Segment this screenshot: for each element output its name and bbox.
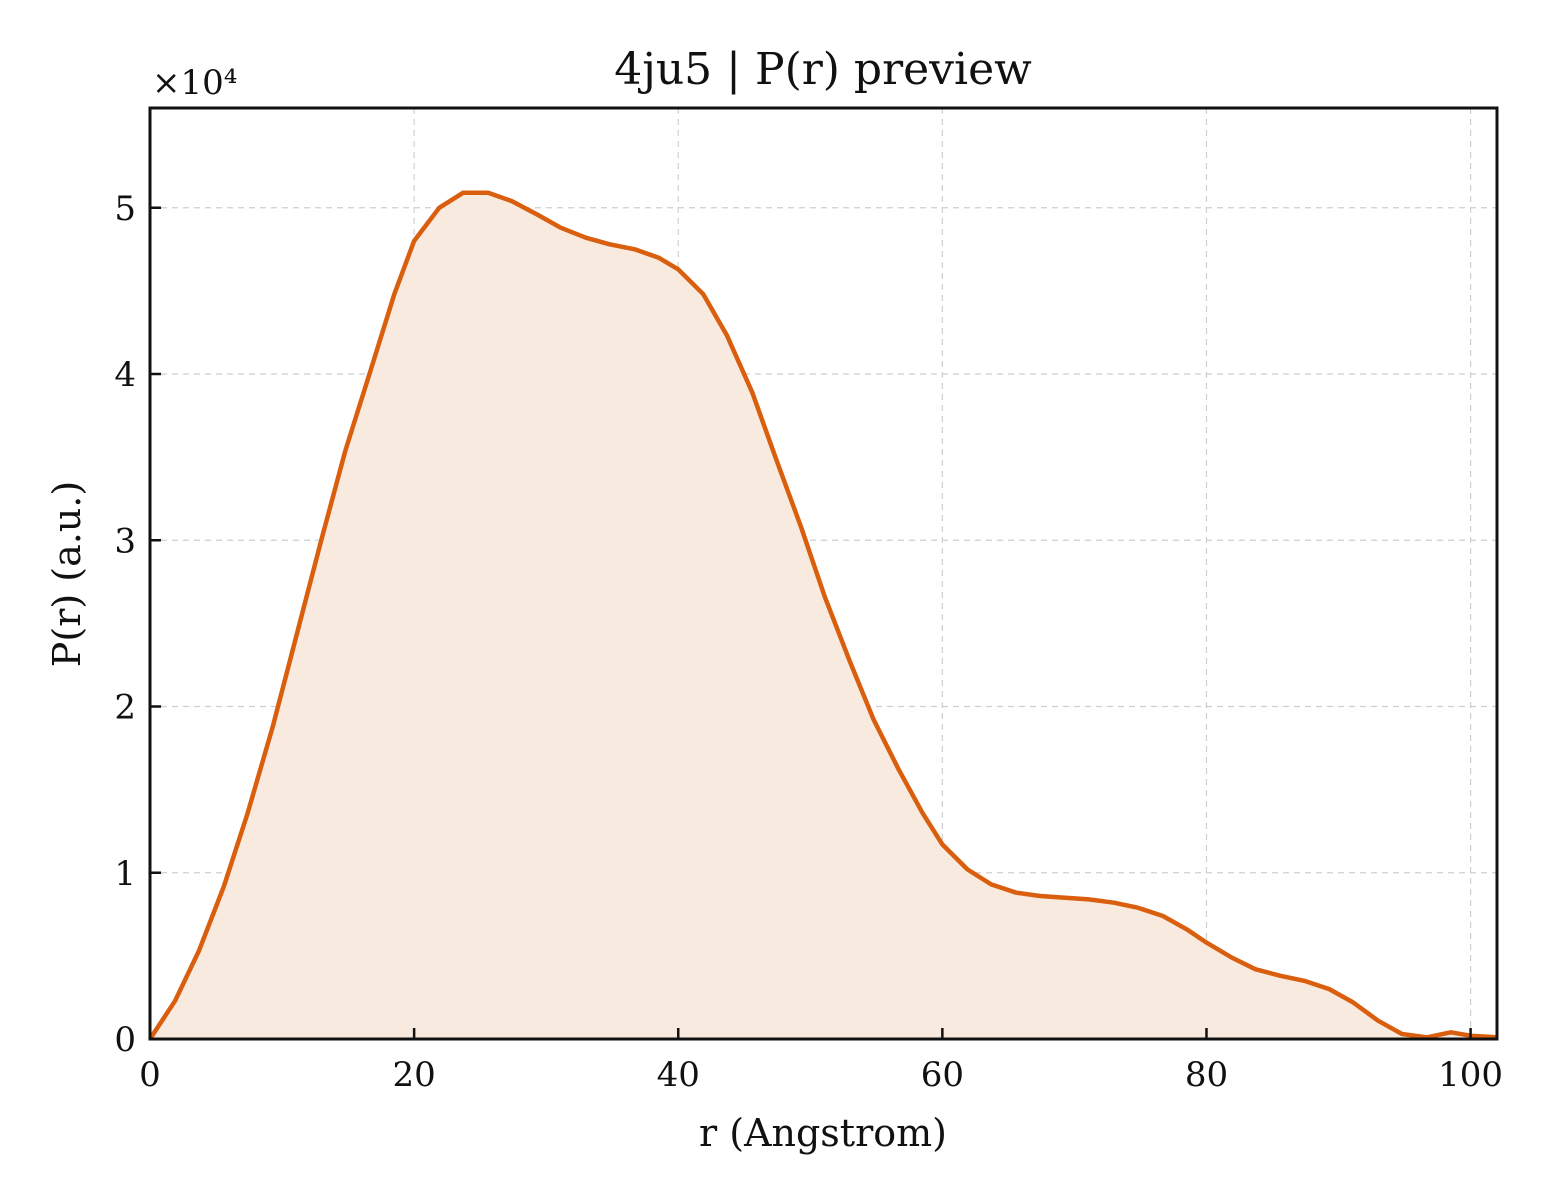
pr-area-fill [150,192,1497,1040]
y-tick-label: 4 [114,355,136,395]
x-tick-label: 40 [657,1055,700,1095]
x-axis-label: r (Angstrom) [699,1111,947,1155]
chart-title: 4ju5 | P(r) preview [614,44,1032,95]
y-tick-label: 3 [114,521,136,561]
x-tick-label: 100 [1438,1055,1503,1095]
axis-ticks: 0 20 40 60 80 100 0 1 2 3 4 5 [114,189,1503,1095]
y-tick-label: 2 [114,688,136,728]
plot-frame [148,106,1499,1041]
y-multiplier-label: ×10⁴ [152,63,237,103]
plot-area [148,190,1498,1041]
y-tick-label: 0 [114,1020,136,1060]
pr-curve-line [148,190,1498,1041]
y-tick-label: 1 [114,854,136,894]
x-tick-label: 80 [1185,1055,1228,1095]
x-tick-label: 0 [139,1055,161,1095]
x-tick-label: 20 [392,1055,435,1095]
x-tick-label: 60 [921,1055,964,1095]
y-axis-label: P(r) (a.u.) [45,481,89,667]
y-tick-label: 5 [114,189,136,229]
